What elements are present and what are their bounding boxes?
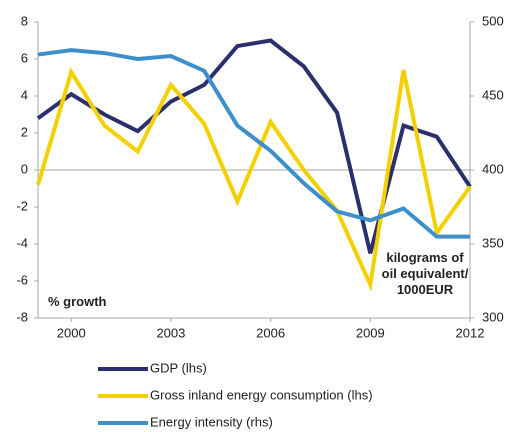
y2-tick-label: 500 — [482, 13, 504, 28]
y-tick-label: 0 — [21, 161, 28, 176]
y-tick-label: -6 — [16, 272, 28, 287]
y-tick-label: -8 — [16, 309, 28, 324]
y-tick-label: 2 — [21, 124, 28, 139]
y2-tick-label: 350 — [482, 235, 504, 250]
x-tick-label: 2000 — [57, 325, 86, 340]
series-line — [37, 48, 470, 239]
x-tick-label: 2006 — [256, 325, 285, 340]
series-line — [36, 38, 472, 254]
annotation: % growth — [48, 294, 107, 309]
x-tick-label: 2009 — [356, 325, 385, 340]
x-tick-label: 2003 — [156, 325, 185, 340]
y2-tick-label: 300 — [482, 309, 504, 324]
y-tick-label: 4 — [21, 87, 28, 102]
y-tick-label: 8 — [21, 13, 28, 28]
series-line — [36, 67, 472, 292]
legend-label: GDP (lhs) — [150, 360, 207, 375]
legend-label: Gross inland energy consumption (lhs) — [150, 387, 373, 402]
x-tick-label: 2012 — [456, 325, 485, 340]
annotation: kilograms of oil equivalent/ 1000EUR — [381, 250, 469, 297]
y-tick-label: -2 — [16, 198, 28, 213]
legend-label: Energy intensity (rhs) — [150, 414, 273, 429]
y2-tick-label: 400 — [482, 161, 504, 176]
y-tick-label: -4 — [16, 235, 28, 250]
y-tick-label: 6 — [21, 50, 28, 65]
y2-tick-label: 450 — [482, 87, 504, 102]
